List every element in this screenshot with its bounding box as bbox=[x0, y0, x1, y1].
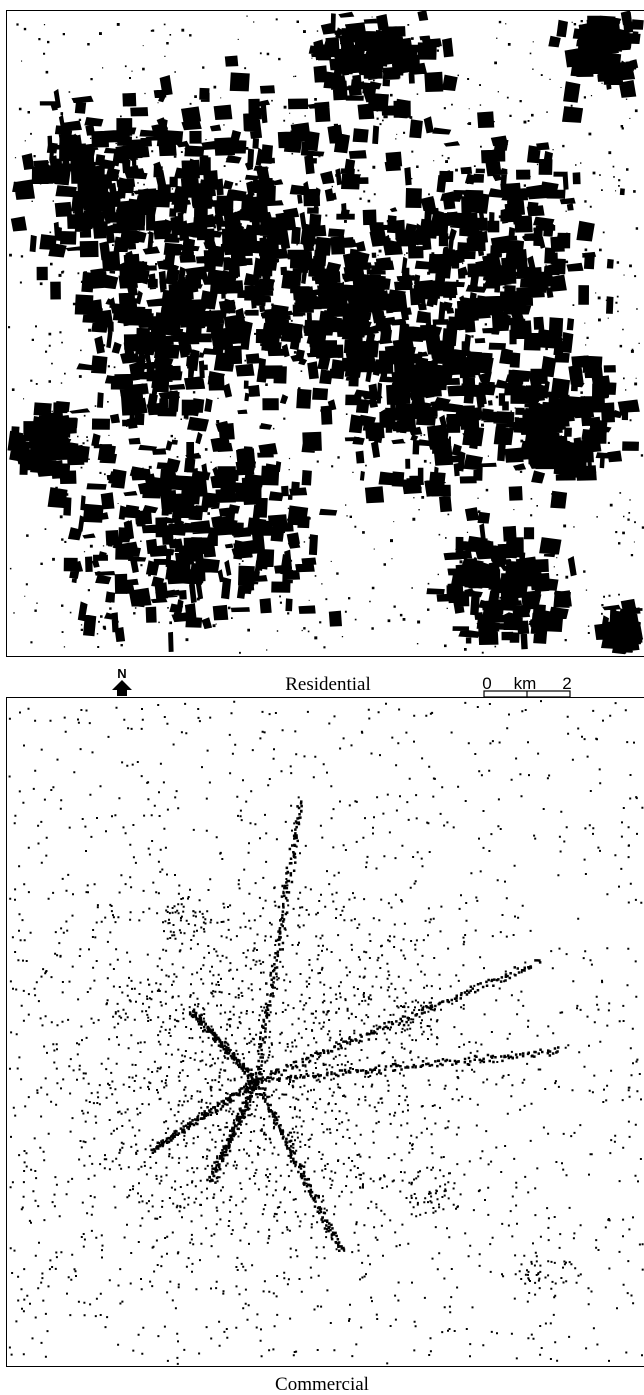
north-label: N bbox=[117, 666, 126, 681]
scale-end: 2 bbox=[562, 674, 571, 693]
panel-label: Commercial bbox=[275, 1374, 369, 1395]
map-page: N Residential 0 km 2 Commercial bbox=[0, 0, 644, 1395]
scale-start: 0 bbox=[482, 674, 491, 693]
panel-label: Residential bbox=[285, 674, 370, 695]
scale-unit: km bbox=[514, 674, 537, 693]
